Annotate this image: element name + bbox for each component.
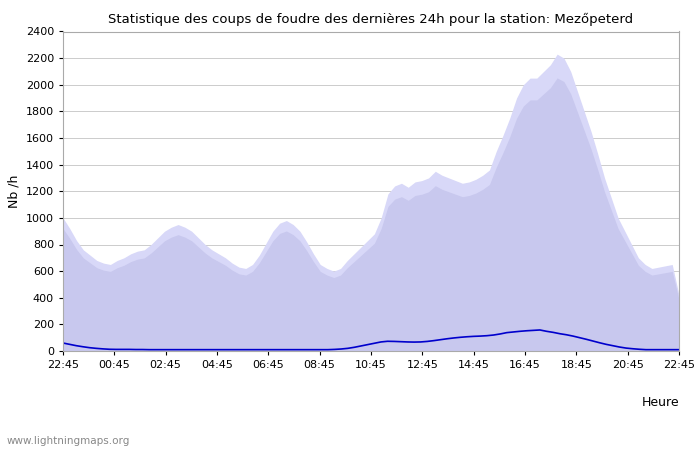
Y-axis label: Nb /h: Nb /h bbox=[7, 175, 20, 208]
Title: Statistique des coups de foudre des dernières 24h pour la station: Mezőpeterd: Statistique des coups de foudre des dern… bbox=[108, 13, 634, 26]
Text: www.lightningmaps.org: www.lightningmaps.org bbox=[7, 436, 130, 446]
Text: Heure: Heure bbox=[641, 396, 679, 409]
